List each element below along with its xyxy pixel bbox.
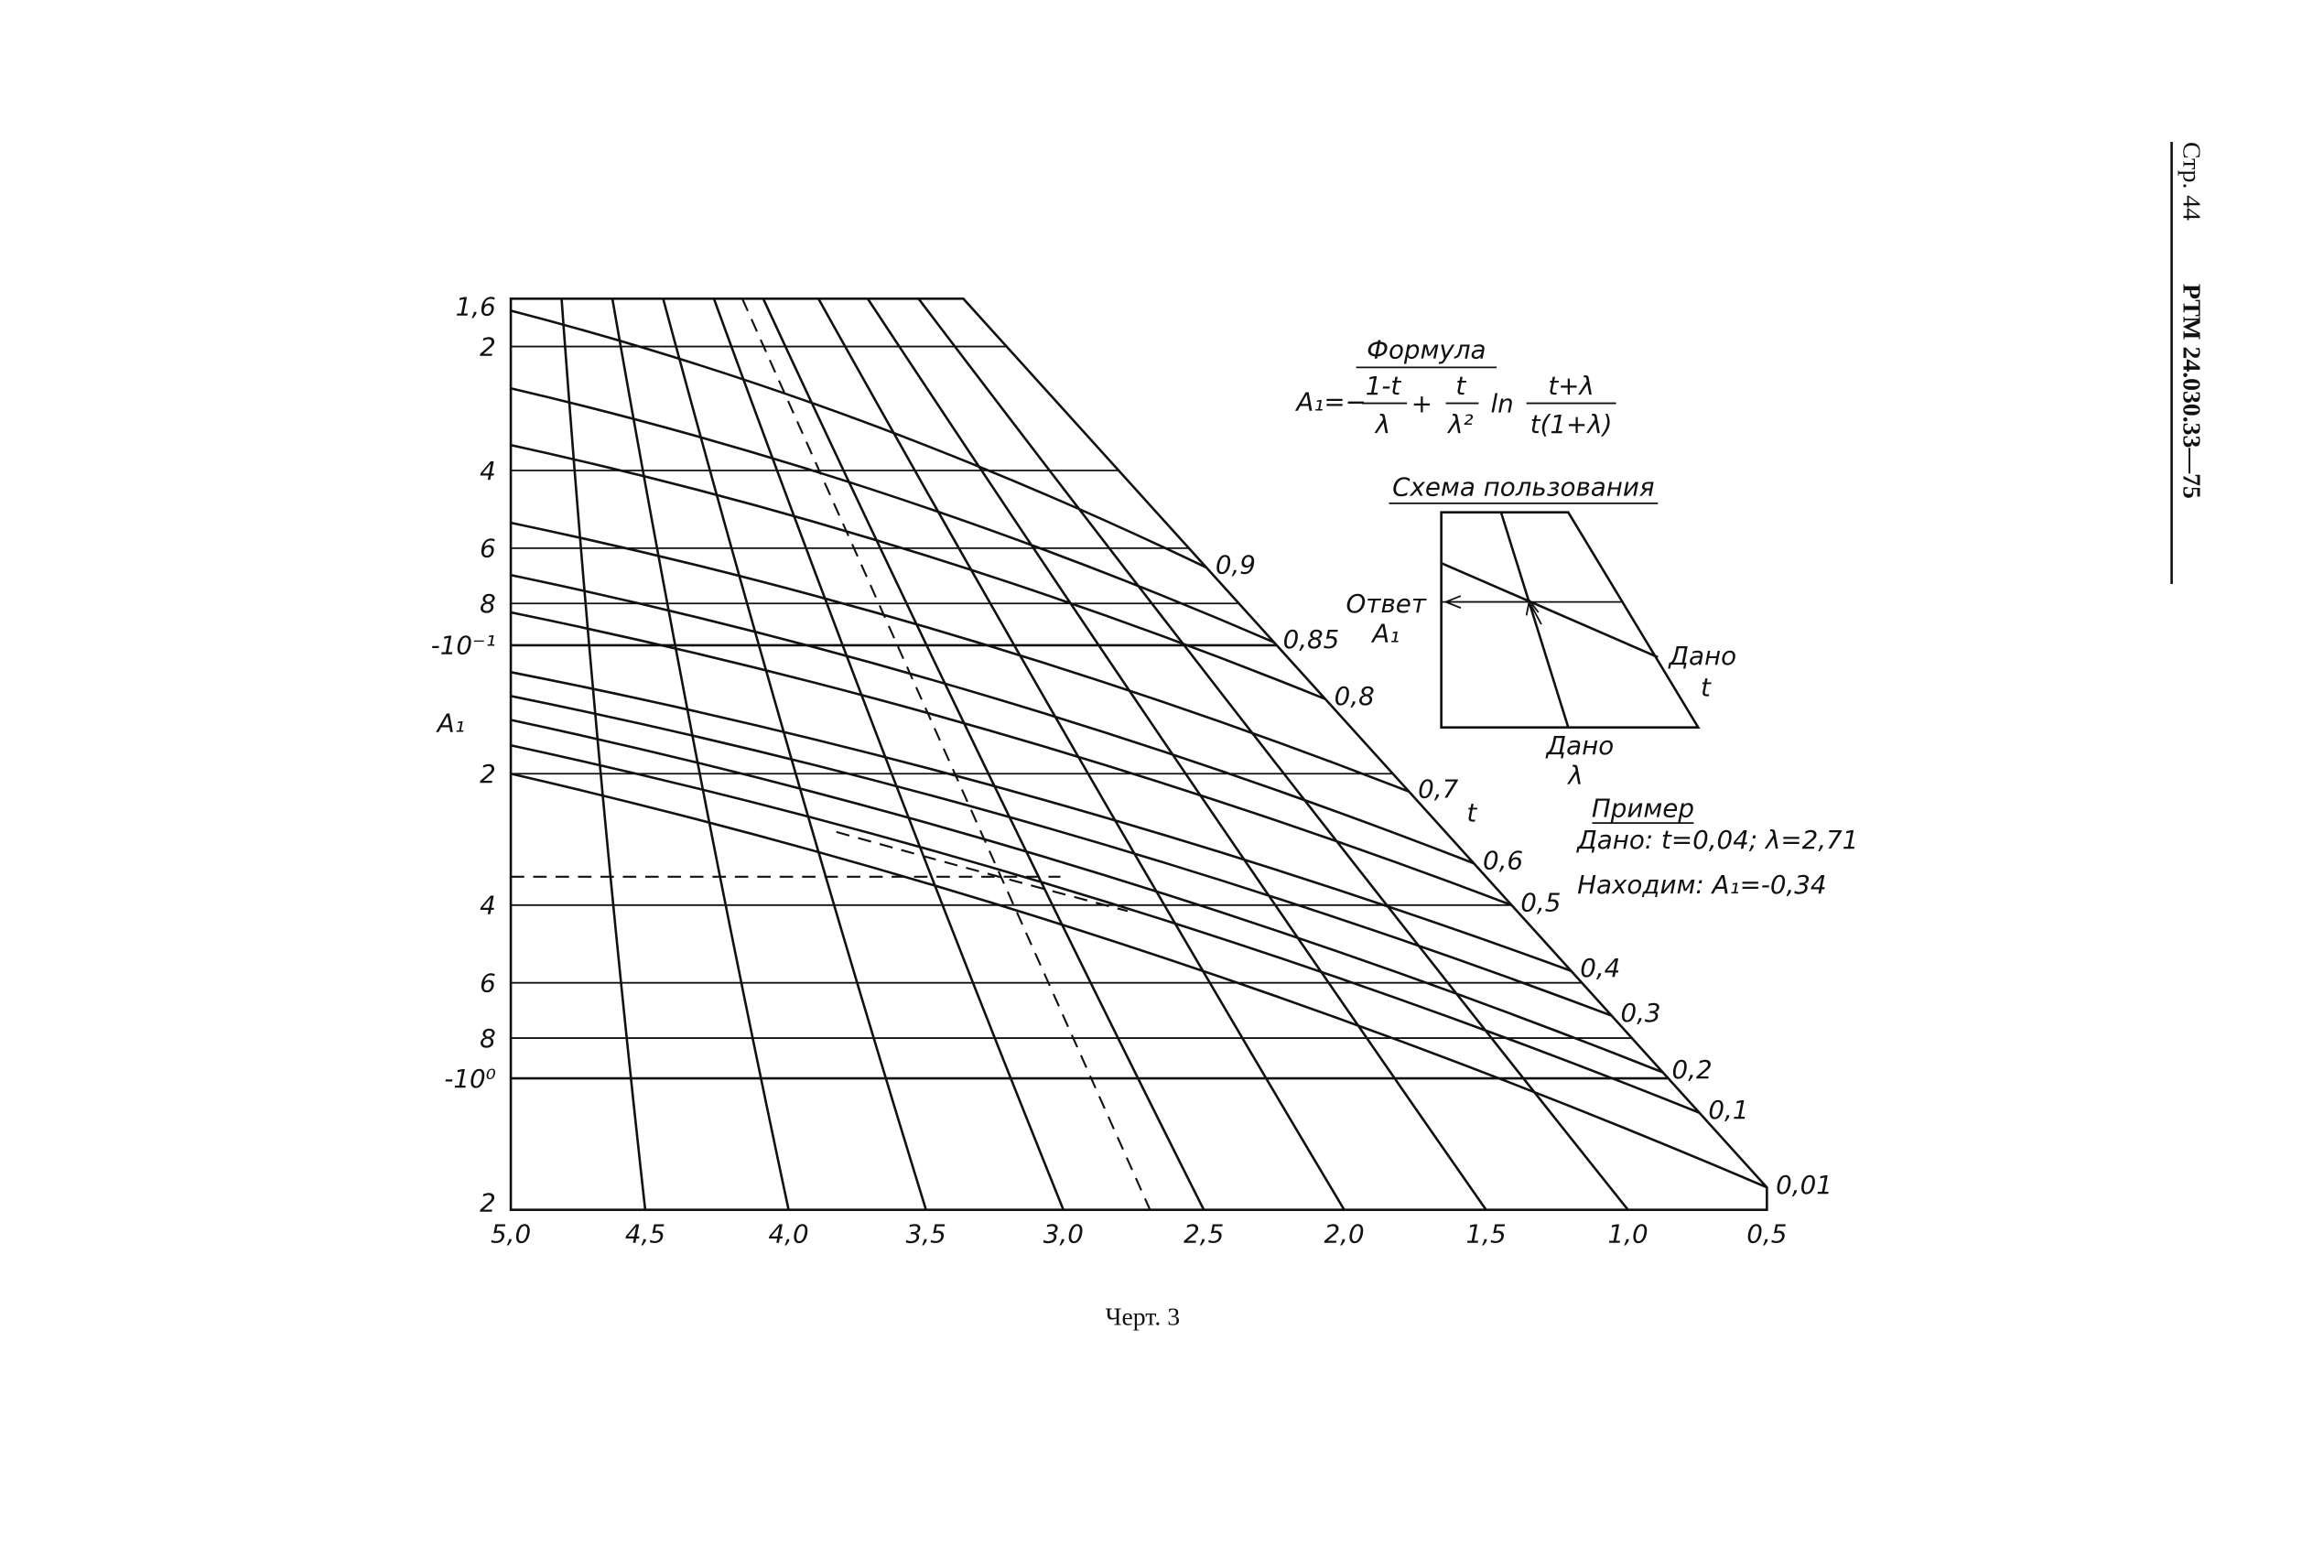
x-tick-label: 2,5	[1184, 1219, 1224, 1249]
x-tick-label: 1,5	[1466, 1219, 1507, 1249]
t-curve	[510, 386, 1275, 643]
formula-part: t(1+λ)	[1530, 409, 1613, 439]
t-name: t	[1466, 797, 1477, 827]
t-label: 0,85	[1283, 624, 1340, 654]
y-tick-label: 2	[480, 331, 496, 362]
t-curve	[510, 611, 1512, 907]
y-tick-label: -10⁰	[444, 1064, 495, 1094]
lambda-line	[662, 298, 927, 1211]
y-tick-label: 1,6	[456, 291, 496, 321]
x-tick-label: 2,0	[1324, 1219, 1365, 1249]
formula-title: Формула	[1367, 335, 1486, 365]
y-axis-label: A₁	[436, 708, 465, 739]
t-curve	[510, 743, 1701, 1114]
nomogram: 1,6 2 4 6 8 -10⁻¹ 2 4 6 8 -10⁰ 2 A₁ 5,0 4,5 4,0 3,5 3,0 2,…	[431, 291, 1832, 1249]
lambda-line	[611, 298, 790, 1210]
scheme-given-lambda: Дано	[1545, 730, 1615, 761]
t-curve	[510, 521, 1410, 794]
y-tick-label: 6	[480, 968, 496, 998]
scheme-arrow	[1443, 595, 1542, 625]
t-curve	[510, 695, 1613, 1017]
y-tick-label: 6	[480, 534, 496, 564]
lambda-line	[866, 297, 1487, 1211]
x-tick-label: 5,0	[491, 1219, 531, 1249]
example-given: Дано: t=0,04; λ=2,71	[1575, 825, 1858, 855]
scheme-frame	[1440, 511, 1701, 729]
y-tick-label: 2	[480, 1187, 496, 1217]
t-label: 0,3	[1620, 998, 1660, 1028]
doc-number: РТМ 24.030.33—75	[2178, 284, 2207, 499]
t-label: 0,6	[1483, 846, 1523, 876]
x-tick-label: 0,5	[1746, 1219, 1787, 1249]
scheme-t: t	[1701, 672, 1712, 702]
t-curve	[510, 309, 1207, 569]
t-curve	[510, 443, 1326, 700]
y-tick-label: 8	[480, 1023, 496, 1054]
scheme-answer: Ответ	[1346, 589, 1427, 619]
scheme-line	[1499, 512, 1570, 729]
scheme-lambda: λ	[1566, 761, 1583, 791]
formula-part: t+λ	[1548, 371, 1594, 401]
lambda-line	[560, 298, 647, 1210]
example-title: Пример	[1592, 794, 1694, 824]
frame	[509, 297, 1768, 1212]
formula-part: +	[1411, 388, 1432, 418]
t-label: 0,7	[1418, 773, 1458, 804]
x-tick-label: 3,0	[1043, 1219, 1084, 1249]
t-curve	[510, 573, 1475, 865]
x-tick-label: 4,5	[625, 1219, 665, 1249]
side-header: Стр. 44 РТМ 24.030.33—75	[2170, 142, 2207, 585]
t-label: 0,5	[1520, 887, 1561, 917]
y-tick-label: -10⁻¹	[431, 631, 496, 661]
t-label: 0,2	[1672, 1054, 1713, 1085]
t-label: 0,8	[1335, 681, 1375, 711]
example-lambda	[741, 297, 1151, 1211]
t-curve	[510, 719, 1664, 1074]
lambda-line	[917, 297, 1629, 1211]
t-label: 0,01	[1776, 1170, 1832, 1200]
t-curve	[510, 671, 1572, 972]
lambda-line	[712, 297, 1065, 1211]
formula-part: 1-t	[1366, 371, 1402, 401]
scheme-given-t: Дано	[1667, 641, 1736, 671]
scheme-title: Схема пользования	[1392, 472, 1655, 503]
y-tick-label: 8	[480, 589, 496, 619]
formula-part: λ	[1374, 409, 1390, 439]
y-tick-label: 4	[480, 456, 496, 486]
t-curve	[510, 772, 1767, 1189]
x-tick-label: 1,0	[1608, 1219, 1648, 1249]
x-tick-label: 3,5	[906, 1219, 946, 1249]
y-tick-label: 2	[480, 759, 496, 789]
scheme-answer-var: A₁	[1370, 619, 1400, 649]
formula-part: λ²	[1446, 409, 1474, 439]
formula-part: ln	[1490, 388, 1513, 418]
y-tick-label: 4	[480, 891, 496, 921]
page-number: Стр. 44	[2178, 142, 2207, 221]
formula-part: A₁=−	[1294, 387, 1367, 417]
t-label: 0,9	[1216, 550, 1256, 580]
scheme-line	[1441, 561, 1659, 659]
t-label: 0,1	[1708, 1095, 1748, 1125]
t-label: 0,4	[1580, 953, 1620, 983]
lambda-line	[762, 297, 1205, 1211]
formula-part: t	[1455, 371, 1466, 401]
x-tick-label: 4,0	[769, 1219, 809, 1249]
example-result: Находим: A₁=-0,34	[1577, 870, 1826, 900]
caption: Черт. 3	[1106, 1302, 1181, 1330]
